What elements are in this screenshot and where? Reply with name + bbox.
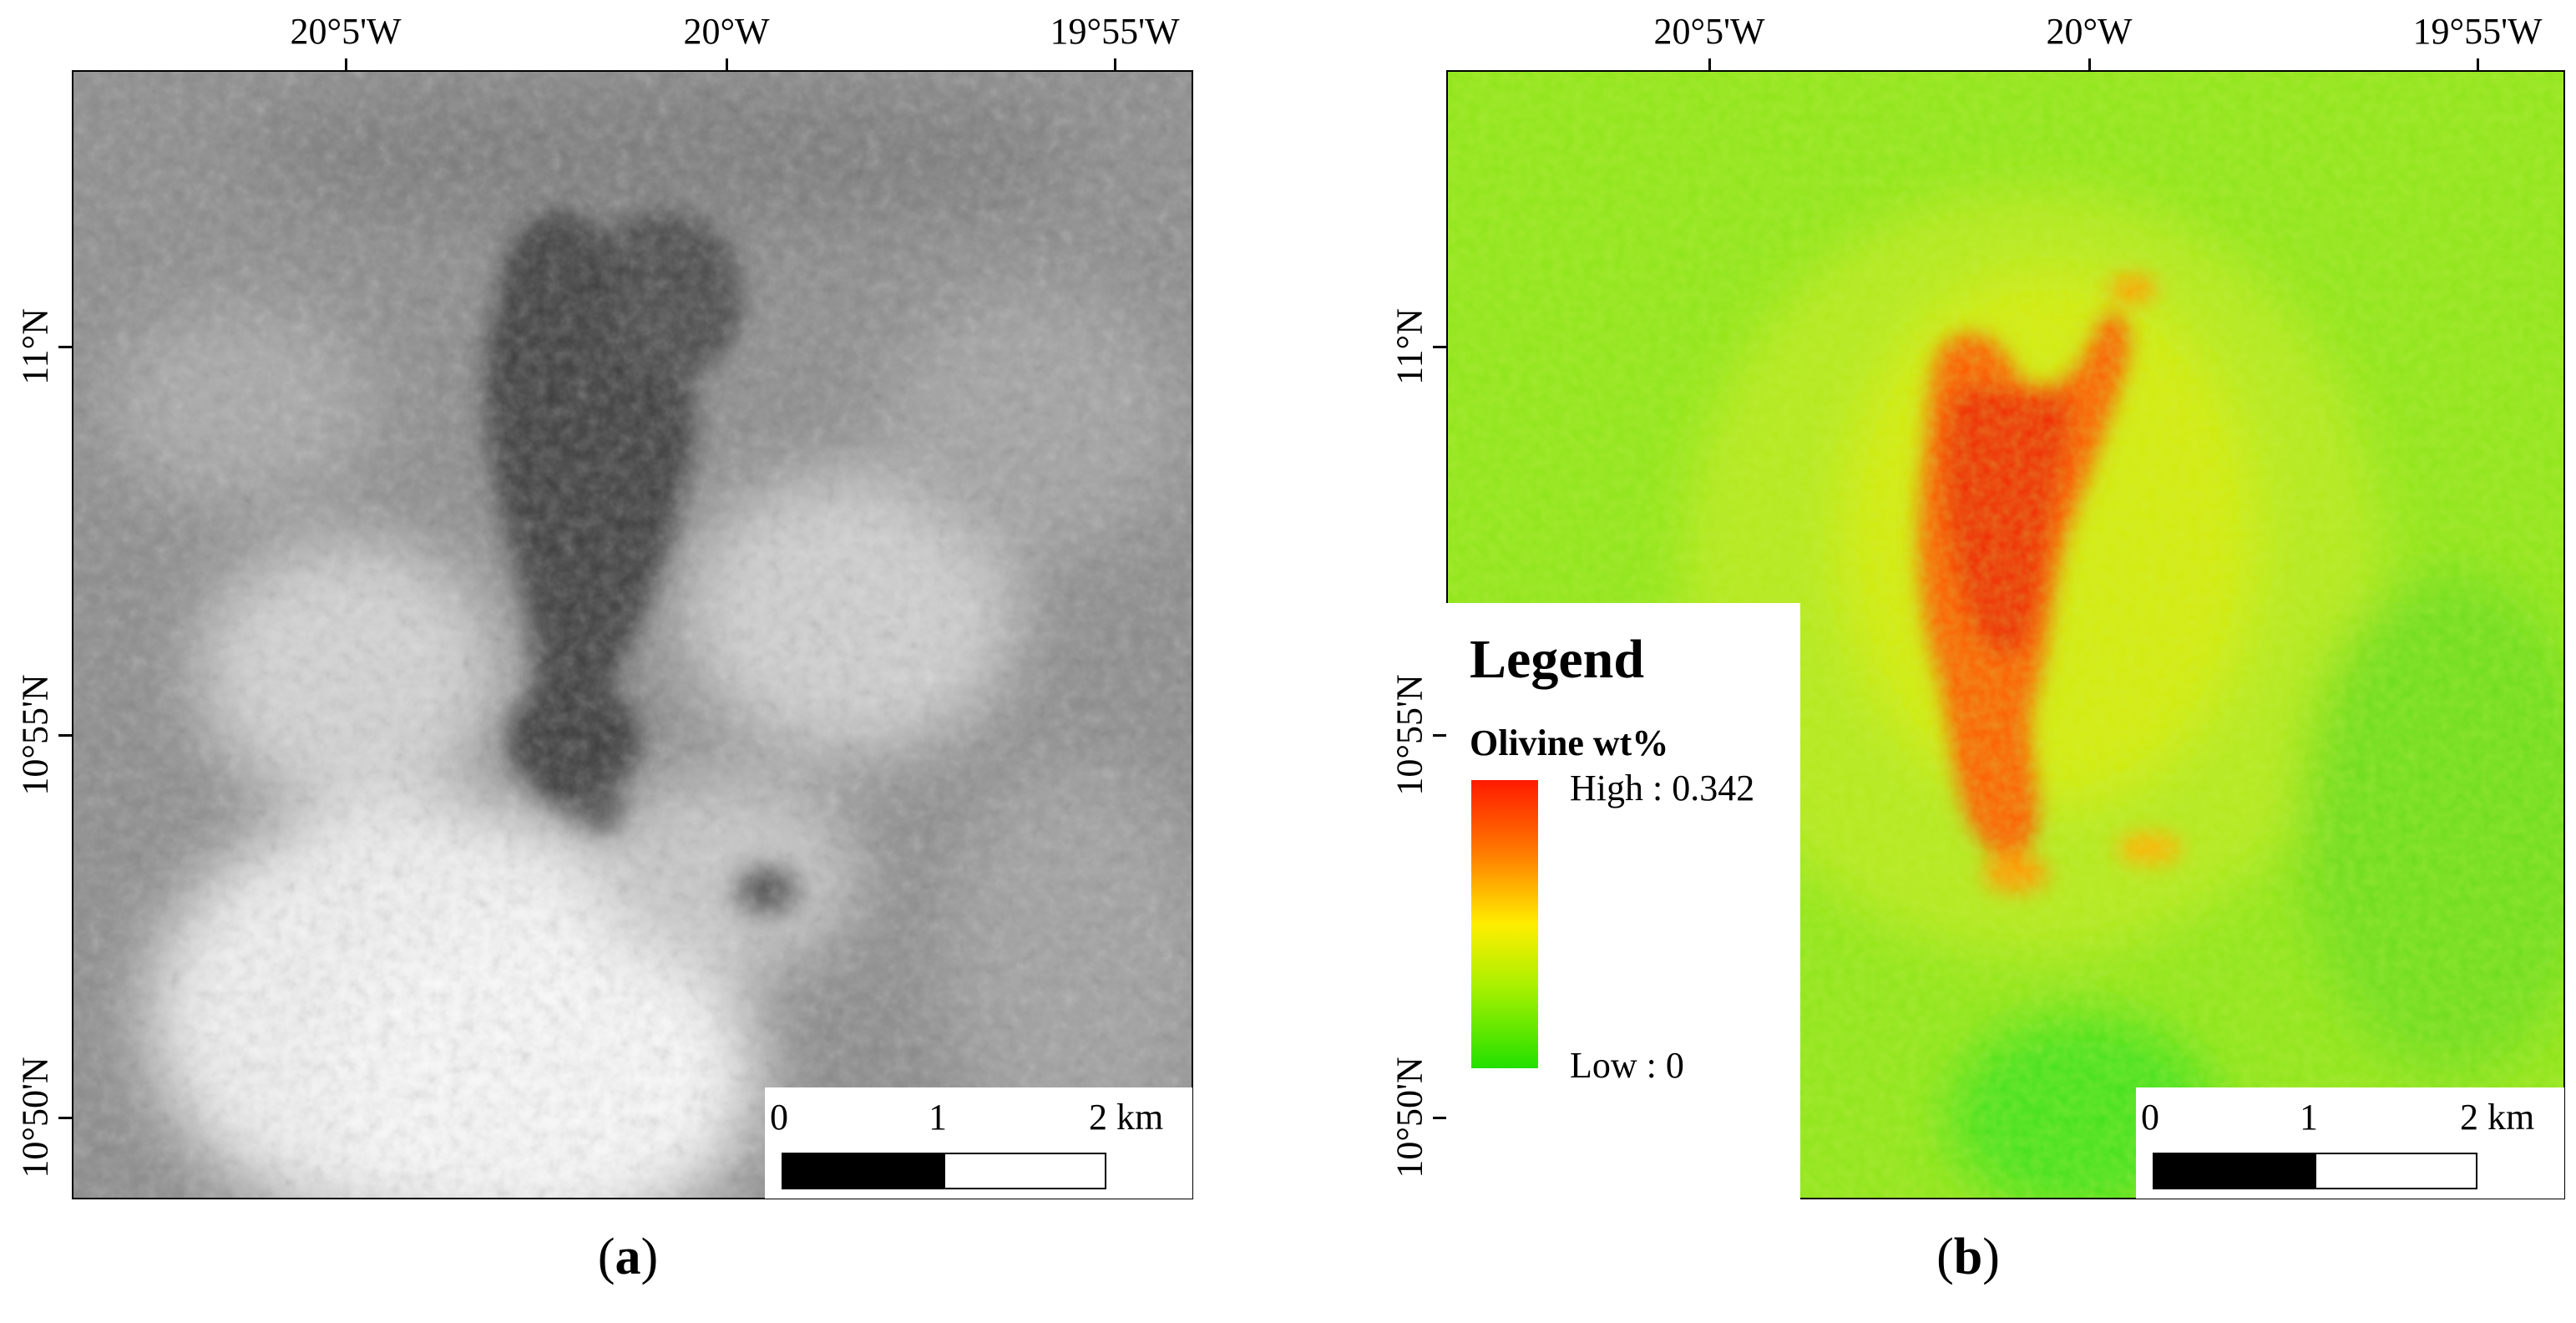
lat-tick-label: 10°55'N <box>1389 674 1430 796</box>
lat-tick-mark <box>1433 346 1448 348</box>
lon-tick-mark <box>726 58 728 74</box>
scale-bar: 0 1 2 km <box>2136 1087 2564 1199</box>
lat-tick-label: 11°N <box>14 308 56 385</box>
lon-tick-label: 20°5'W <box>290 11 402 52</box>
lon-tick-label: 20°5'W <box>1653 11 1765 52</box>
legend-high-label: High : 0.342 <box>1570 768 1755 808</box>
scale-segment-black <box>782 1153 945 1189</box>
scale-bar: 0 1 2 km <box>765 1087 1192 1199</box>
scale-segment-white <box>944 1153 1106 1189</box>
legend-title: Legend <box>1470 629 1645 690</box>
scale-segment-white <box>2315 1153 2477 1189</box>
lon-tick-mark <box>2088 58 2091 74</box>
panel-b-olivine-map: 20°5'W 20°W 19°55'W 11°N 10°55'N 10°50'N <box>1303 0 2576 1323</box>
scale-label-0: 0 <box>2141 1097 2159 1138</box>
scale-label-1: 1 <box>2300 1097 2318 1138</box>
lat-tick-label: 10°55'N <box>14 674 56 796</box>
lat-tick-mark <box>58 346 73 348</box>
lon-tick-mark <box>2477 58 2479 74</box>
legend-color-ramp <box>1471 780 1538 1068</box>
panel-a-grayscale-image: 20°5'W 20°W 19°55'W 11°N 10°55'N 10°50'N <box>0 0 1278 1323</box>
lon-tick-label: 19°55'W <box>2412 11 2543 52</box>
lat-tick-mark <box>1433 734 1448 737</box>
lon-tick-label: 19°55'W <box>1050 11 1180 52</box>
panel-caption: (b) <box>1936 1229 2000 1285</box>
lon-tick-mark <box>1114 58 1116 74</box>
lat-tick-label: 10°50'N <box>1389 1057 1430 1179</box>
lunar-surface-image <box>72 70 1193 1199</box>
scale-label-2: 2 km <box>2460 1097 2535 1138</box>
scale-label-0: 0 <box>770 1097 788 1138</box>
lon-tick-label: 20°W <box>683 11 770 52</box>
lat-tick-mark <box>58 1117 73 1119</box>
scale-label-2: 2 km <box>1089 1097 1164 1138</box>
lon-tick-label: 20°W <box>2046 11 2133 52</box>
lat-tick-mark <box>58 734 73 737</box>
lon-tick-mark <box>345 58 347 74</box>
panel-caption: (a) <box>597 1229 659 1285</box>
lat-tick-label: 11°N <box>1389 308 1430 385</box>
lon-tick-mark <box>1708 58 1711 74</box>
scale-label-1: 1 <box>929 1097 947 1138</box>
grayscale-terrain <box>73 72 1192 1198</box>
lat-tick-mark <box>1433 1117 1448 1119</box>
legend-low-label: Low : 0 <box>1570 1045 1684 1086</box>
legend: Legend Olivine wt% High : 0.342 Low : 0 <box>1446 603 1800 1199</box>
scale-segment-black <box>2153 1153 2316 1189</box>
legend-variable: Olivine wt% <box>1470 722 1669 763</box>
lat-tick-label: 10°50'N <box>14 1057 56 1179</box>
